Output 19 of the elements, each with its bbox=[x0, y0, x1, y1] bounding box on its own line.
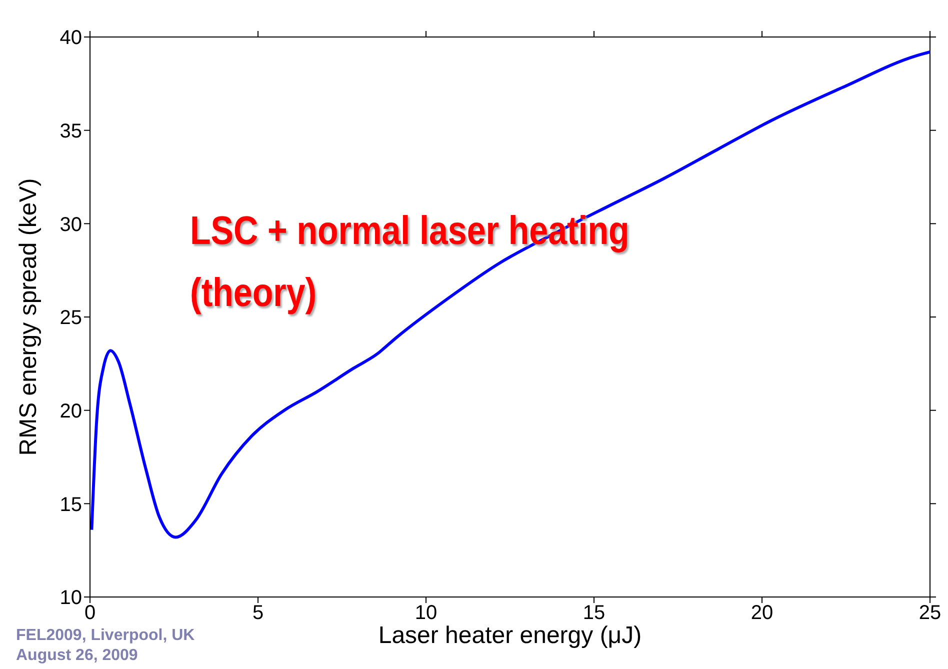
text: FEL2009, Liverpool, UK bbox=[16, 626, 195, 646]
y-tick-label: 10 bbox=[60, 587, 82, 610]
x-tick-label: 5 bbox=[252, 602, 264, 624]
y-tick-label: 20 bbox=[60, 400, 82, 422]
x-tick-label: 20 bbox=[750, 602, 774, 624]
x-tick-label: 0 bbox=[84, 602, 96, 624]
annotation: (theory) bbox=[190, 270, 318, 317]
y-tick-label: 30 bbox=[60, 214, 82, 236]
x-tick-label: 25 bbox=[918, 602, 942, 624]
y-tick-label: 35 bbox=[60, 120, 82, 142]
text: August 26, 2009 bbox=[16, 646, 139, 666]
x-tick-label: 15 bbox=[582, 602, 606, 624]
line-series bbox=[90, 50, 930, 539]
x-axis-title: Laser heater energy (μJ) bbox=[377, 622, 643, 650]
y-axis-title: RMS energy spread (keV) bbox=[15, 177, 43, 458]
x-tick-label: 10 bbox=[414, 602, 438, 624]
y-tick-label: 40 bbox=[60, 27, 82, 50]
y-tick-label: 25 bbox=[60, 307, 82, 330]
y-tick-label: 15 bbox=[60, 494, 82, 516]
